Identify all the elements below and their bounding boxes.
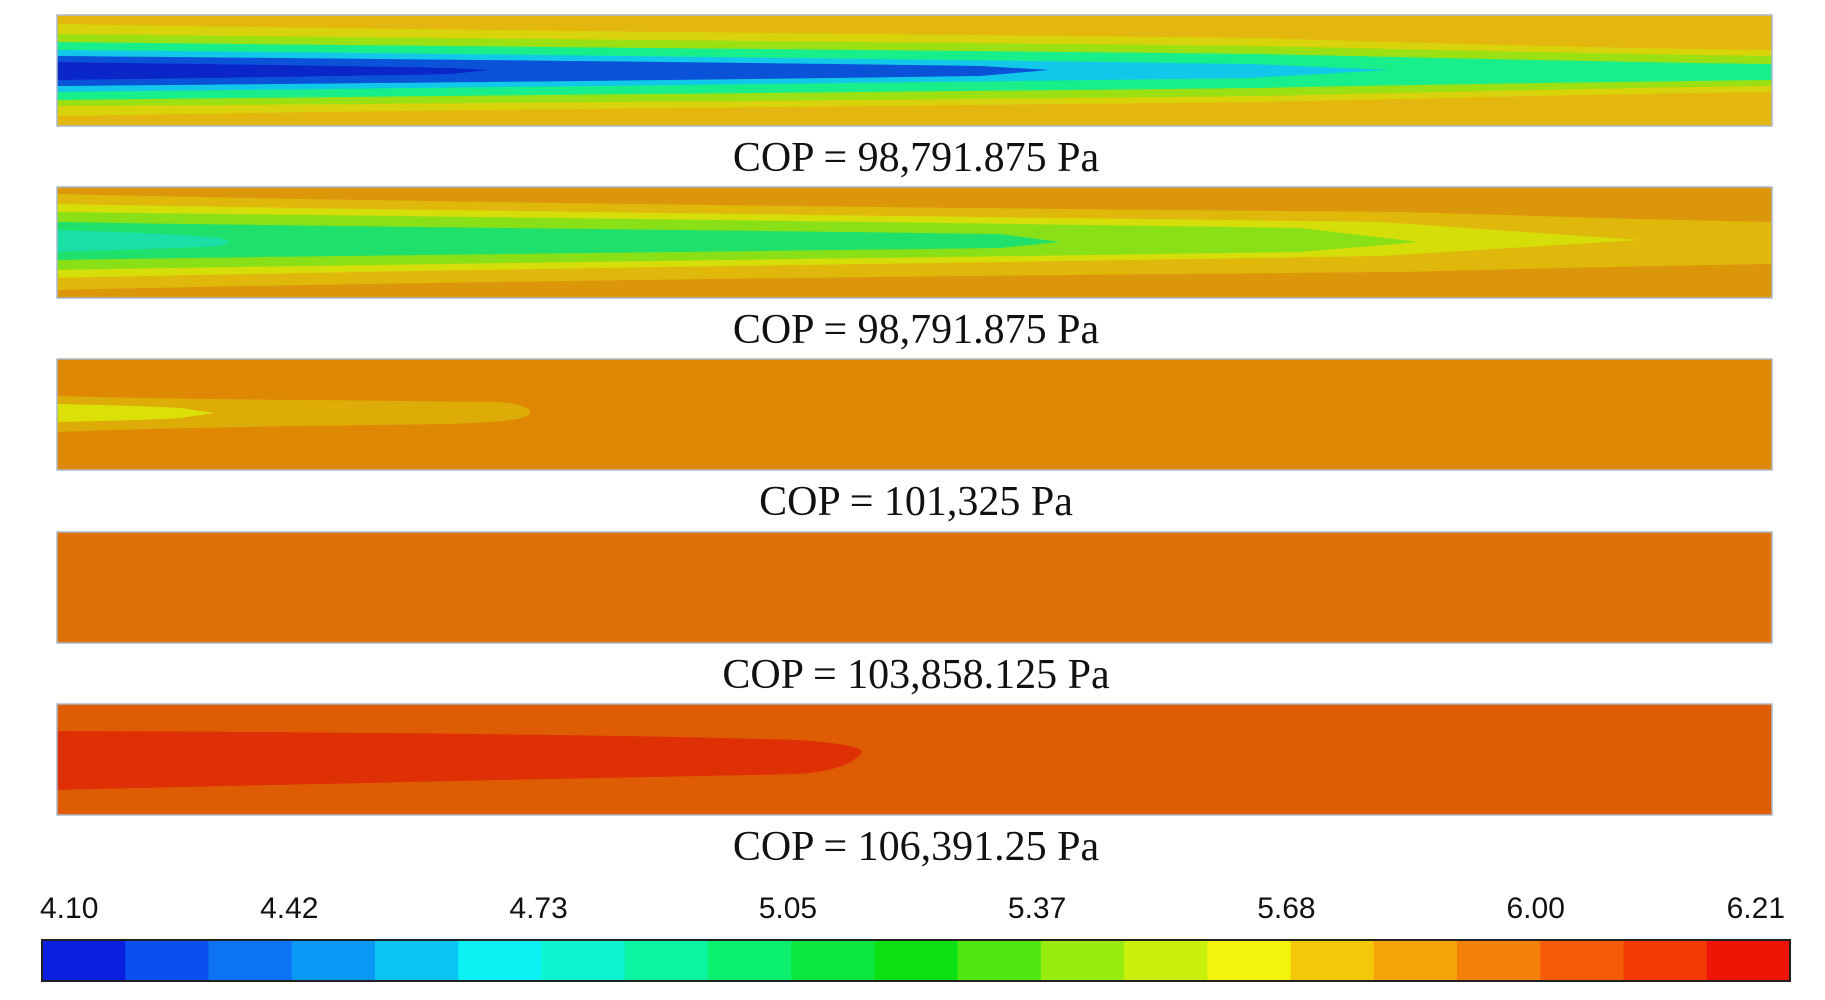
colorbar-tick-label: 4.10 <box>40 892 98 925</box>
colorbar-swatch <box>791 940 875 981</box>
colorbar-swatch <box>42 940 126 981</box>
panel-1-band-6 <box>57 62 490 80</box>
colorbar-swatch <box>374 940 459 981</box>
contour-panel-5 <box>56 703 1773 816</box>
colorbar-swatch <box>1623 940 1708 981</box>
panel-3-caption: COP = 101,325 Pa <box>759 479 1073 525</box>
panel-1-caption: COP = 98,791.875 Pa <box>733 135 1100 181</box>
panel-4-band-0 <box>57 532 1772 643</box>
panel-3-band-2 <box>57 404 215 422</box>
colorbar-swatch <box>707 940 792 981</box>
colorbar <box>42 940 1791 981</box>
colorbar-swatch <box>291 940 376 981</box>
panel-5-frame <box>56 703 1773 816</box>
colorbar-swatch <box>1373 940 1458 981</box>
colorbar-swatch <box>957 940 1042 981</box>
colorbar-tick-label: 6.21 <box>1727 892 1785 925</box>
contour-panel-4 <box>56 531 1773 644</box>
colorbar-tick-label: 4.73 <box>509 892 567 925</box>
colorbar-swatch <box>1706 940 1791 981</box>
colorbar-tick-label: 5.05 <box>759 892 817 925</box>
panel-4-caption: COP = 103,858.125 Pa <box>722 652 1110 698</box>
panel-5-caption: COP = 106,391.25 Pa <box>733 824 1100 870</box>
colorbar-tick-label: 5.37 <box>1008 892 1066 925</box>
colorbar-swatch <box>1124 940 1208 981</box>
colorbar-swatch <box>1207 940 1292 981</box>
colorbar-swatch <box>541 940 626 981</box>
panel-1-band-5 <box>57 56 1050 86</box>
panel-2-band-4 <box>57 222 1060 260</box>
panel-4-frame <box>56 531 1773 644</box>
colorbar-tick-label: 6.00 <box>1507 892 1565 925</box>
panel-2-band-5 <box>57 230 230 252</box>
panel-2-caption: COP = 98,791.875 Pa <box>733 307 1100 353</box>
panel-2-frame <box>56 186 1773 299</box>
colorbar-swatch <box>1457 940 1541 981</box>
colorbar-swatch <box>1290 940 1375 981</box>
panel-3-frame <box>56 358 1773 471</box>
colorbar-swatch <box>1040 940 1125 981</box>
colorbar-tick-label: 4.42 <box>260 892 318 925</box>
colorbar-swatch <box>125 940 210 981</box>
contour-panel-2 <box>56 186 1773 299</box>
colorbar-swatch <box>874 940 959 981</box>
panel-5-band-1 <box>57 731 862 790</box>
colorbar-swatch <box>1540 940 1625 981</box>
colorbar-swatch <box>458 940 543 981</box>
panel-1-frame <box>56 14 1773 127</box>
contour-panel-1 <box>56 14 1773 127</box>
panel-3-band-1 <box>57 396 531 432</box>
colorbar-tick-label: 5.68 <box>1257 892 1315 925</box>
contour-panel-3 <box>56 358 1773 471</box>
colorbar-tick-labels: 4.10 4.42 4.73 5.05 5.37 5.68 6.00 6.21 <box>40 892 1785 925</box>
colorbar-swatch <box>208 940 293 981</box>
colorbar-frame <box>41 939 1791 982</box>
colorbar-swatch <box>624 940 709 981</box>
